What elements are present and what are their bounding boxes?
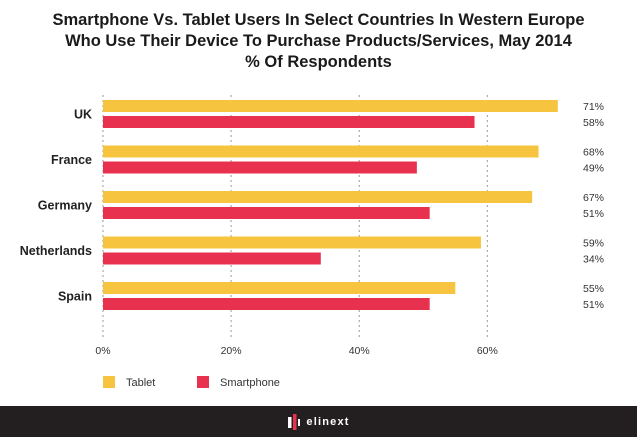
bars — [103, 100, 558, 310]
category-label: UK — [74, 108, 92, 122]
smartphone-bar — [103, 252, 321, 265]
tablet-bar — [103, 145, 539, 158]
smartphone-value-label: 51% — [583, 299, 604, 311]
x-tick-label: 60% — [477, 345, 498, 357]
legend-tablet-label: Tablet — [126, 377, 155, 389]
tablet-bar — [103, 236, 481, 249]
x-tick-label: 0% — [95, 345, 110, 357]
smartphone-value-label: 58% — [583, 117, 604, 129]
x-tick-label: 20% — [221, 345, 242, 357]
tablet-value-label: 71% — [583, 101, 604, 113]
bar-chart: 0% 20% 40% 60% UK 71% 58% France 68% 49% Germany 67… — [20, 95, 604, 389]
smartphone-bar — [103, 207, 430, 219]
labels: 0% 20% 40% 60% UK 71% 58% France 68% 49% Germany 67… — [20, 101, 604, 357]
tablet-bar — [103, 282, 456, 294]
legend-tablet-swatch — [103, 376, 115, 388]
brand-name: elinext — [306, 415, 350, 428]
chart-title-line-1: Smartphone Vs. Tablet Users In Select Co… — [52, 11, 585, 29]
category-label: Germany — [38, 199, 92, 213]
brand: elinext — [287, 413, 349, 431]
category-label: France — [51, 153, 92, 167]
smartphone-value-label: 34% — [583, 253, 604, 265]
chart-title-line-3: % Of Respondents — [245, 53, 392, 71]
smartphone-bar — [103, 161, 417, 174]
legend: Tablet Smartphone — [103, 376, 280, 389]
smartphone-bar — [103, 116, 475, 128]
tablet-value-label: 59% — [583, 237, 604, 249]
tablet-bar — [103, 191, 533, 203]
tablet-value-label: 68% — [583, 146, 604, 158]
smartphone-value-label: 49% — [583, 162, 604, 174]
chart-title-line-2: Who Use Their Device To Purchase Product… — [65, 32, 572, 50]
footer-bar: elinext — [0, 406, 637, 437]
category-label: Spain — [58, 290, 92, 304]
elinext-logo-icon — [288, 413, 301, 430]
category-label: Netherlands — [20, 244, 92, 258]
tablet-bar — [103, 100, 558, 112]
legend-smartphone-label: Smartphone — [220, 377, 280, 389]
smartphone-value-label: 51% — [583, 208, 604, 220]
tablet-value-label: 55% — [583, 283, 604, 295]
tablet-value-label: 67% — [583, 192, 604, 204]
legend-smartphone-swatch — [197, 376, 209, 388]
x-tick-label: 40% — [349, 345, 370, 357]
smartphone-bar — [103, 298, 430, 310]
chart-title: Smartphone Vs. Tablet Users In Select Co… — [0, 10, 637, 73]
